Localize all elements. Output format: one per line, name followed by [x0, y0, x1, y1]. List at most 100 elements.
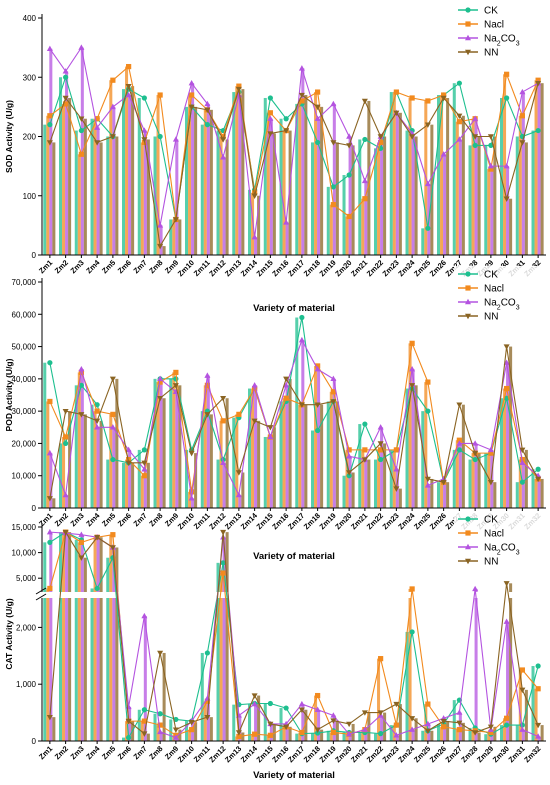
point-CK-Zm18: [315, 730, 321, 736]
point-Na2CO3-Zm2: [62, 68, 69, 74]
x-tick-label: Zm16: [270, 258, 290, 278]
point-Na2CO3-Zm3: [78, 365, 85, 372]
bar-Na2CO3-Zm7: [143, 616, 147, 741]
legend-label: CK: [484, 515, 498, 526]
bar-NaCl-Zm8: [156, 95, 160, 256]
point-NN-Zm10: [188, 720, 195, 726]
point-NaCl-Zm8: [157, 92, 163, 98]
bar-NN-Zm18: [320, 404, 324, 508]
bar-CK-Zm27: [452, 83, 456, 255]
point-Na2CO3-Zm10: [188, 495, 195, 501]
bar-Na2CO3-Zm4: [96, 537, 100, 741]
point-CK-Zm4: [94, 585, 100, 592]
bar-NaCl-Zm23: [392, 449, 396, 508]
point-NaCl-Zm13: [236, 83, 242, 89]
x-tick-label: Zm4: [84, 743, 102, 761]
point-NaCl-Zm20: [346, 447, 352, 453]
x-tick-label: Zm11: [192, 744, 212, 764]
bar-NN-Zm16: [288, 726, 292, 741]
point-Na2CO3-Zm16: [283, 219, 290, 225]
point-NN-Zm7: [141, 137, 148, 143]
point-Na2CO3-Zm29: [487, 446, 494, 453]
point-NaCl-Zm30: [504, 385, 510, 392]
point-Na2CO3-Zm17: [298, 700, 305, 707]
x-tick-label: Zm10: [176, 258, 196, 278]
x-tick-label: Zm30: [491, 744, 511, 764]
point-NaCl-Zm1: [47, 113, 53, 119]
bar-CK-Zm15: [263, 97, 267, 255]
point-NaCl-Zm5: [110, 77, 116, 83]
point-NaCl-Zm29: [488, 166, 494, 172]
bar-NN-Zm25: [430, 124, 434, 256]
x-tick-label: Zm27: [444, 744, 464, 764]
bar-NN-Zm29: [493, 482, 497, 508]
point-NN-Zm18: [314, 104, 321, 111]
legend-label: Nacl: [484, 529, 504, 540]
point-Na2CO3-Zm24: [409, 726, 416, 732]
legend-item-NaCl: Nacl: [458, 529, 504, 540]
bar-NaCl-Zm16: [282, 726, 286, 741]
point-NaCl-Zm29: [488, 450, 494, 456]
point-Na2CO3-Zm7: [141, 127, 148, 133]
bar-NN-Zm28: [477, 732, 481, 741]
x-tick-label: Zm26: [428, 258, 448, 278]
point-Na2CO3-Zm14: [251, 234, 258, 240]
point-CK-Zm7: [141, 447, 147, 453]
bar-Na2CO3-Zm12: [222, 462, 226, 508]
bar-NaCl-Zm4: [93, 537, 97, 741]
bar-NaCl-Zm4: [93, 411, 97, 508]
bar-NaCl-Zm26: [440, 95, 444, 256]
bar-NN-Zm17: [304, 95, 308, 256]
point-NaCl-Zm7: [141, 718, 147, 724]
point-CK-Zm21: [362, 421, 368, 427]
point-Na2CO3-Zm31: [519, 726, 526, 732]
point-NN-Zm28: [472, 450, 479, 457]
point-NaCl-Zm18: [315, 89, 321, 95]
point-Na2CO3-Zm20: [346, 133, 353, 139]
bar-NN-Zm31: [524, 142, 528, 255]
point-NaCl-Zm23: [393, 447, 399, 453]
bar-Na2CO3-Zm6: [128, 706, 132, 741]
series-NN: [46, 80, 542, 250]
point-Na2CO3-Zm8: [157, 222, 164, 228]
point-NN-Zm11: [204, 412, 211, 418]
bar-NN-Zm20: [351, 145, 355, 255]
point-Na2CO3-Zm27: [456, 136, 463, 142]
bar-NN-Zm13: [241, 472, 245, 508]
bar-NaCl-Zm24: [408, 588, 412, 741]
bar-NN-Zm23: [398, 488, 402, 508]
point-Na2CO3-Zm29: [487, 162, 494, 169]
point-NaCl-Zm26: [441, 724, 447, 730]
point-Na2CO3-Zm18: [314, 706, 321, 712]
bar-NN-Zm9: [178, 219, 182, 255]
bar-CK-Zm4: [90, 404, 94, 508]
bar-NN-Zm25: [430, 730, 434, 741]
bar-CK-Zm6: [122, 737, 126, 741]
point-NaCl-Zm12: [220, 418, 226, 424]
bar-CK-Zm5: [106, 557, 110, 741]
point-CK-Zm20: [346, 473, 352, 479]
point-NN-Zm30: [503, 581, 510, 587]
bar-Na2CO3-Zm13: [238, 495, 242, 508]
point-NaCl-Zm24: [409, 95, 415, 101]
bar-NaCl-Zm17: [298, 100, 302, 255]
point-CK-Zm11: [204, 650, 210, 656]
x-tick-label: Zm29: [475, 744, 495, 764]
point-NaCl-Zm7: [141, 473, 147, 479]
point-Na2CO3-Zm9: [172, 136, 179, 142]
point-NN-Zm24: [409, 716, 416, 722]
bar-Na2CO3-Zm22: [380, 136, 384, 255]
bar-NN-Zm8: [162, 398, 166, 508]
bar-Na2CO3-Zm9: [175, 391, 179, 508]
point-CK-Zm3: [78, 382, 84, 388]
point-NN-Zm27: [456, 113, 463, 119]
bar-CK-Zm5: [106, 459, 110, 508]
bar-NaCl-Zm26: [440, 726, 444, 741]
x-tick-label: Zm16: [270, 744, 290, 764]
bar-CK-Zm30: [500, 398, 504, 508]
bar-CK-Zm7: [137, 97, 141, 255]
point-Na2CO3-Zm12: [220, 154, 227, 160]
bar-CK-Zm25: [421, 228, 425, 255]
bar-Na2CO3-Zm23: [395, 112, 399, 255]
y-tick-label: 0: [32, 251, 37, 260]
